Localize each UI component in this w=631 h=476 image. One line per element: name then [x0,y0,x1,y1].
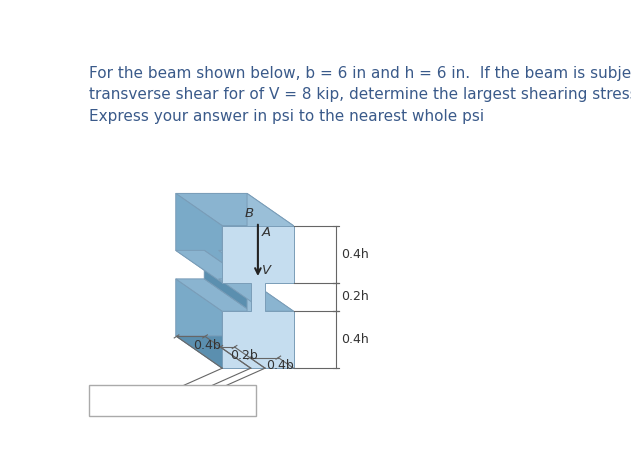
Polygon shape [176,193,247,336]
Polygon shape [247,193,293,283]
Polygon shape [176,193,222,283]
Polygon shape [218,279,293,311]
Polygon shape [176,250,251,283]
Polygon shape [176,193,293,226]
Polygon shape [176,279,222,368]
Text: For the beam shown below, b = 6 in and h = 6 in.  If the beam is subjected to a
: For the beam shown below, b = 6 in and h… [89,66,631,124]
Text: 0.4b: 0.4b [193,339,221,353]
Text: 0.2b: 0.2b [230,348,257,362]
Text: 0.4h: 0.4h [341,333,369,346]
Polygon shape [218,250,293,283]
Polygon shape [222,226,293,368]
Text: 0.4h: 0.4h [341,248,369,261]
Text: 0.2h: 0.2h [341,290,369,304]
Text: V: V [262,264,271,278]
Text: 0.4b: 0.4b [266,359,294,372]
Polygon shape [204,250,251,311]
Polygon shape [176,336,293,368]
Polygon shape [247,279,293,368]
Text: A: A [262,226,271,239]
Polygon shape [176,279,251,311]
FancyBboxPatch shape [89,385,256,416]
Text: B: B [245,208,254,220]
